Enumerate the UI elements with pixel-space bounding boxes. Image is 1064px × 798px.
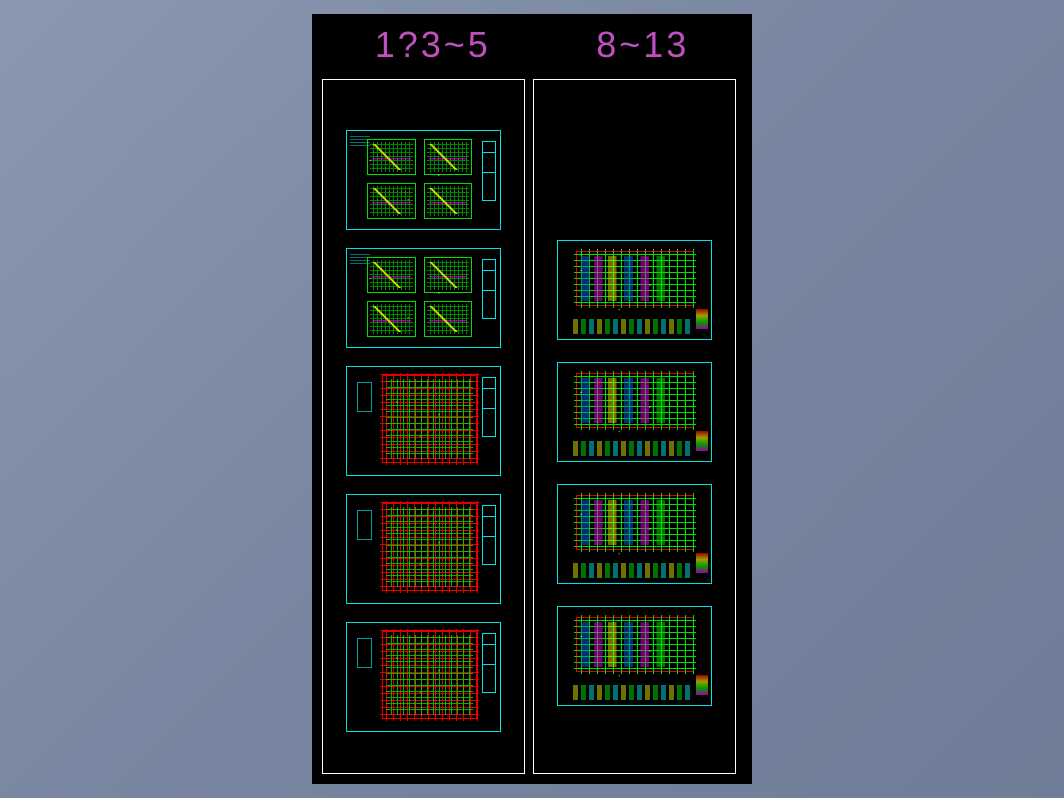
dimension-marks	[558, 363, 711, 461]
column-left[interactable]	[322, 79, 525, 774]
structural-plan	[382, 631, 477, 719]
cad-canvas[interactable]: 1?3~5 8~13	[312, 14, 752, 784]
sheet-10[interactable]	[557, 484, 712, 584]
dimension-marks	[383, 504, 476, 590]
sheet-8[interactable]	[557, 240, 712, 340]
dimension-marks	[383, 376, 476, 462]
sheet-1[interactable]	[346, 130, 501, 230]
legend	[357, 510, 372, 540]
sheet-11[interactable]	[557, 606, 712, 706]
titleblock	[482, 377, 496, 437]
sheet-5[interactable]	[346, 622, 501, 732]
sheet-3[interactable]	[346, 366, 501, 476]
structural-plan	[382, 375, 477, 463]
dimension-marks	[558, 241, 711, 339]
dimension-marks	[347, 249, 500, 347]
dimension-marks	[347, 131, 500, 229]
layout-header: 1?3~5 8~13	[312, 24, 752, 66]
layout-columns	[312, 79, 746, 774]
sheet-4[interactable]	[346, 494, 501, 604]
sheet-9[interactable]	[557, 362, 712, 462]
legend	[357, 382, 372, 412]
titleblock	[482, 633, 496, 693]
column-right[interactable]	[533, 79, 736, 774]
legend	[357, 638, 372, 668]
structural-plan	[382, 503, 477, 591]
dimension-marks	[558, 607, 711, 705]
dimension-marks	[558, 485, 711, 583]
header-label-right: 8~13	[596, 24, 689, 66]
dimension-marks	[383, 632, 476, 718]
header-label-left: 1?3~5	[375, 24, 491, 66]
sheet-2[interactable]	[346, 248, 501, 348]
titleblock	[482, 505, 496, 565]
